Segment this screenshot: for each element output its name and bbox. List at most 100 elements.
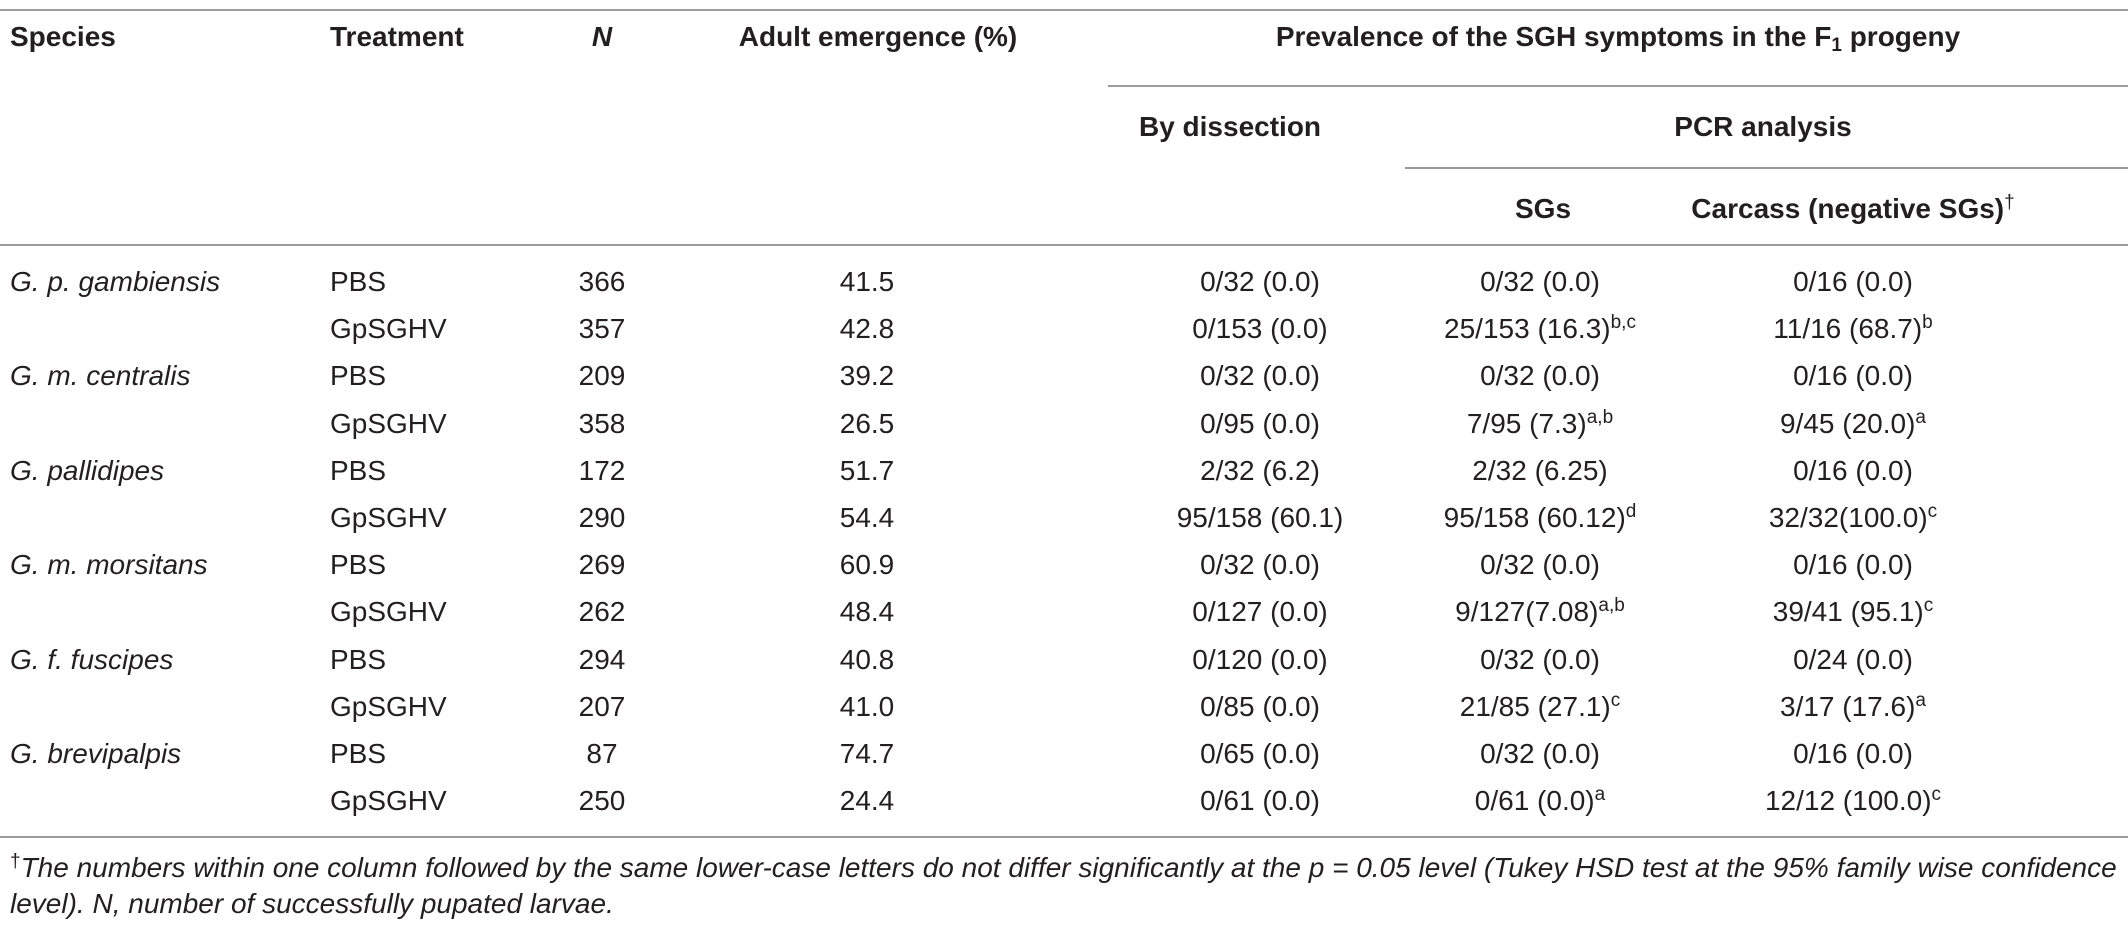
table-row: G. pallidipes PBS 172 51.7 2/32 (6.2) 2/32 (6… [0, 454, 2128, 501]
cell-by-dissection: 0/65 (0.0) [1200, 738, 1320, 769]
table-top-rule [0, 9, 2128, 11]
table-row: GpSGHV 290 54.4 95/158 (60.1) 95/158 (60.12)… [0, 501, 2128, 548]
cell-adult-emergence: 41.0 [839, 690, 895, 722]
cell-carcass: 39/41 (95.1)c [1772, 595, 1934, 628]
header-by-dissection: By dissection [1138, 111, 1322, 142]
cell-treatment: GpSGHV [330, 407, 447, 439]
cell-by-dissection: 2/32 (6.2) [1200, 454, 1320, 486]
table-row: GpSGHV 262 48.4 0/127 (0.0) 9/127(7.08)a,b 39… [0, 595, 2128, 642]
cell-n: 209 [578, 360, 626, 392]
header-n: N [591, 21, 613, 52]
cell-n: 172 [578, 454, 626, 486]
cell-species: G. brevipalpis [10, 738, 182, 769]
significance-letter: c [1931, 784, 1942, 806]
significance-letter: d [1625, 501, 1637, 522]
cell-treatment: GpSGHV [330, 596, 447, 628]
table-row: G. p. gambiensis PBS 366 41.5 0/32 (0.0) 0/32… [0, 265, 2128, 312]
prevalence-underline [1108, 85, 2128, 87]
cell-adult-emergence: 51.7 [839, 454, 895, 486]
cell-sgs: 0/32 (0.0) [1480, 549, 1600, 581]
cell-treatment: GpSGHV [330, 690, 447, 722]
cell-treatment: GpSGHV [330, 313, 447, 345]
cell-carcass: 0/16 (0.0) [1793, 266, 1913, 297]
cell-n: 207 [578, 690, 626, 722]
cell-sgs: 7/95 (7.3)a,b [1466, 406, 1614, 439]
significance-letter: c [1610, 689, 1621, 711]
cell-species: G. m. morsitans [10, 549, 208, 581]
cell-n: 366 [578, 266, 626, 297]
cell-by-dissection: 95/158 (60.1) [1176, 502, 1344, 533]
cell-n: 290 [578, 502, 626, 533]
header-sgs: SGs [1514, 193, 1572, 224]
cell-sgs: 0/32 (0.0) [1480, 360, 1600, 392]
table-footnote: †The numbers within one column followed … [10, 850, 2118, 922]
header-species: Species [10, 21, 116, 52]
header-carcass: Carcass (negative SGs)† [1691, 192, 2015, 224]
cell-sgs: 0/32 (0.0) [1480, 738, 1600, 769]
cell-treatment: PBS [330, 643, 387, 675]
cell-sgs: 0/32 (0.0) [1480, 266, 1600, 297]
cell-n: 294 [578, 643, 626, 675]
header-prevalence: Prevalence of the SGH symptoms in the F1… [1275, 21, 1961, 56]
cell-treatment: PBS [330, 360, 387, 392]
significance-letter: c [1927, 501, 1938, 522]
cell-carcass: 0/16 (0.0) [1793, 549, 1913, 581]
cell-n: 269 [578, 549, 626, 581]
table-row: G. m. morsitans PBS 269 60.9 0/32 (0.0) 0/32 … [0, 548, 2128, 595]
cell-sgs: 95/158 (60.12)d [1443, 501, 1637, 533]
cell-species: G. pallidipes [10, 454, 165, 486]
cell-by-dissection: 0/153 (0.0) [1192, 313, 1328, 345]
significance-letter: b,c [1610, 312, 1636, 334]
table-row: GpSGHV 357 42.8 0/153 (0.0) 25/153 (16.3)b,c… [0, 312, 2128, 359]
cell-carcass: 12/12 (100.0)c [1764, 784, 1942, 817]
cell-sgs: 9/127(7.08)a,b [1455, 595, 1625, 628]
cell-treatment: GpSGHV [330, 502, 447, 533]
cell-by-dissection: 0/120 (0.0) [1192, 643, 1328, 675]
cell-n: 250 [578, 785, 626, 817]
cell-adult-emergence: 60.9 [839, 549, 895, 581]
footnote-mark: † [10, 851, 21, 872]
cell-carcass: 0/24 (0.0) [1793, 643, 1913, 675]
cell-by-dissection: 0/32 (0.0) [1200, 360, 1320, 392]
cell-carcass: 32/32(100.0)c [1768, 501, 1938, 533]
cell-carcass: 0/16 (0.0) [1793, 454, 1913, 486]
significance-letter: a [1915, 406, 1926, 428]
cell-treatment: PBS [330, 549, 387, 581]
footnote-text: The numbers within one column followed b… [10, 852, 2117, 919]
cell-species: G. m. centralis [10, 360, 191, 392]
significance-letter: c [1923, 595, 1934, 617]
cell-by-dissection: 0/127 (0.0) [1192, 596, 1328, 628]
cell-adult-emergence: 41.5 [839, 266, 895, 297]
cell-carcass: 0/16 (0.0) [1793, 360, 1913, 392]
table-row: GpSGHV 250 24.4 0/61 (0.0) 0/61 (0.0)a 12/12 … [0, 784, 2128, 831]
cell-adult-emergence: 40.8 [839, 643, 895, 675]
cell-treatment: PBS [330, 266, 387, 297]
cell-by-dissection: 0/32 (0.0) [1200, 266, 1320, 297]
cell-species: G. f. fuscipes [10, 643, 174, 675]
cell-sgs: 0/61 (0.0)a [1474, 784, 1606, 817]
cell-adult-emergence: 54.4 [839, 502, 895, 533]
table-row: G. f. fuscipes PBS 294 40.8 0/120 (0.0) 0/32 … [0, 643, 2128, 690]
cell-sgs: 0/32 (0.0) [1480, 643, 1600, 675]
cell-adult-emergence: 42.8 [839, 313, 895, 345]
significance-letter: a,b [1598, 595, 1625, 617]
cell-treatment: PBS [330, 738, 387, 769]
cell-by-dissection: 0/32 (0.0) [1200, 549, 1320, 581]
cell-adult-emergence: 26.5 [839, 407, 895, 439]
cell-adult-emergence: 48.4 [839, 596, 895, 628]
cell-carcass: 0/16 (0.0) [1793, 738, 1913, 769]
significance-letter: a [1915, 689, 1926, 711]
significance-letter: b [1922, 312, 1933, 334]
cell-sgs: 25/153 (16.3)b,c [1444, 312, 1636, 345]
cell-adult-emergence: 74.7 [839, 738, 895, 769]
cell-n: 262 [578, 596, 626, 628]
header-bottom-rule [0, 244, 2128, 246]
significance-letter: a [1594, 784, 1606, 806]
cell-carcass: 11/16 (68.7)b [1773, 312, 1933, 345]
cell-sgs: 2/32 (6.25) [1472, 454, 1608, 486]
cell-species: G. p. gambiensis [10, 266, 221, 297]
table-row: GpSGHV 358 26.5 0/95 (0.0) 7/95 (7.3)a,b 9/45… [0, 407, 2128, 454]
cell-treatment: GpSGHV [330, 785, 447, 817]
cell-by-dissection: 0/61 (0.0) [1200, 785, 1320, 817]
cell-by-dissection: 0/85 (0.0) [1200, 690, 1320, 722]
